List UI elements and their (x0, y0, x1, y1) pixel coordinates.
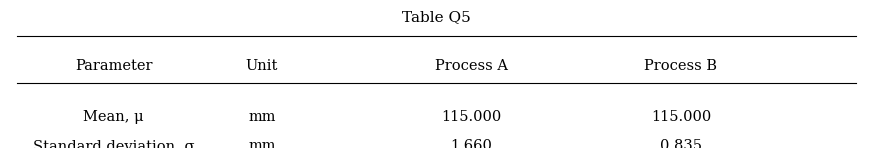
Text: mm: mm (248, 110, 276, 124)
Text: Unit: Unit (245, 59, 278, 73)
Text: 0.835: 0.835 (660, 139, 702, 148)
Text: 1.660: 1.660 (450, 139, 492, 148)
Text: Table Q5: Table Q5 (402, 10, 471, 24)
Text: Process A: Process A (435, 59, 508, 73)
Text: Parameter: Parameter (75, 59, 152, 73)
Text: Mean, μ: Mean, μ (83, 110, 144, 124)
Text: mm: mm (248, 139, 276, 148)
Text: Process B: Process B (644, 59, 718, 73)
Text: Standard deviation, σ: Standard deviation, σ (33, 139, 194, 148)
Text: 115.000: 115.000 (441, 110, 502, 124)
Text: 115.000: 115.000 (650, 110, 711, 124)
